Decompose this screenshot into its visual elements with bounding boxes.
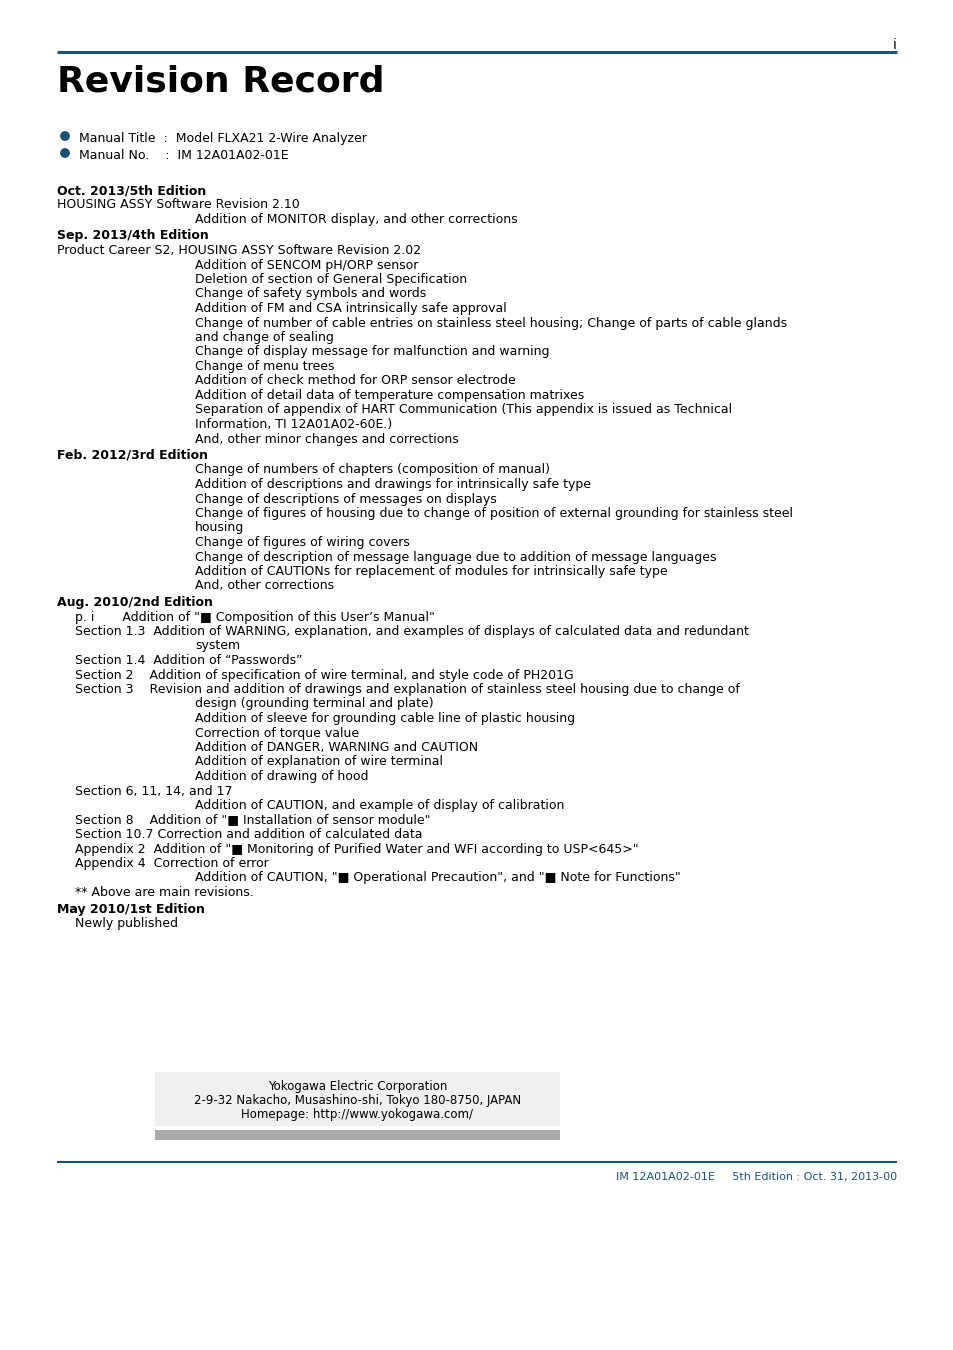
Text: Change of descriptions of messages on displays: Change of descriptions of messages on di… [194,493,497,505]
Text: Change of number of cable entries on stainless steel housing; Change of parts of: Change of number of cable entries on sta… [194,316,786,329]
Text: Separation of appendix of HART Communication (This appendix is issued as Technic: Separation of appendix of HART Communica… [194,404,731,417]
Text: And, other minor changes and corrections: And, other minor changes and corrections [194,432,458,446]
Text: Correction of torque value: Correction of torque value [194,726,358,740]
Text: Appendix 2  Addition of "■ Monitoring of Purified Water and WFI according to USP: Appendix 2 Addition of "■ Monitoring of … [75,842,638,856]
Text: Oct. 2013/5th Edition: Oct. 2013/5th Edition [57,184,206,197]
Text: i: i [892,38,896,53]
Text: Manual No.    :  IM 12A01A02-01E: Manual No. : IM 12A01A02-01E [79,148,289,162]
Text: Addition of CAUTION, "■ Operational Precaution", and "■ Note for Functions": Addition of CAUTION, "■ Operational Prec… [194,872,680,884]
Text: Section 2    Addition of specification of wire terminal, and style code of PH201: Section 2 Addition of specification of w… [75,668,573,682]
Text: Homepage: http://www.yokogawa.com/: Homepage: http://www.yokogawa.com/ [241,1108,473,1120]
Text: Addition of detail data of temperature compensation matrixes: Addition of detail data of temperature c… [194,389,583,402]
Text: p. i       Addition of "■ Composition of this User’s Manual": p. i Addition of "■ Composition of this … [75,610,435,624]
Text: Revision Record: Revision Record [57,65,384,99]
Text: Addition of DANGER, WARNING and CAUTION: Addition of DANGER, WARNING and CAUTION [194,741,477,755]
Text: Addition of FM and CSA intrinsically safe approval: Addition of FM and CSA intrinsically saf… [194,302,506,315]
Text: Addition of CAUTIONs for replacement of modules for intrinsically safe type: Addition of CAUTIONs for replacement of … [194,566,667,578]
Text: 2-9-32 Nakacho, Musashino-shi, Tokyo 180-8750, JAPAN: 2-9-32 Nakacho, Musashino-shi, Tokyo 180… [193,1094,520,1107]
Text: Section 3    Revision and addition of drawings and explanation of stainless stee: Section 3 Revision and addition of drawi… [75,683,740,697]
Text: Change of safety symbols and words: Change of safety symbols and words [194,288,426,301]
Text: Addition of check method for ORP sensor electrode: Addition of check method for ORP sensor … [194,374,516,387]
Text: Change of figures of housing due to change of position of external grounding for: Change of figures of housing due to chan… [194,508,792,520]
Circle shape [61,132,70,140]
Text: Change of menu trees: Change of menu trees [194,360,335,373]
Text: Product Career S2, HOUSING ASSY Software Revision 2.02: Product Career S2, HOUSING ASSY Software… [57,244,420,256]
Text: Addition of SENCOM pH/ORP sensor: Addition of SENCOM pH/ORP sensor [194,258,418,271]
Text: Yokogawa Electric Corporation: Yokogawa Electric Corporation [268,1080,447,1094]
Text: Section 10.7 Correction and addition of calculated data: Section 10.7 Correction and addition of … [75,828,422,841]
Text: Change of display message for malfunction and warning: Change of display message for malfunctio… [194,346,549,359]
Text: Change of figures of wiring covers: Change of figures of wiring covers [194,536,410,549]
Text: Addition of CAUTION, and example of display of calibration: Addition of CAUTION, and example of disp… [194,799,564,811]
Text: Addition of explanation of wire terminal: Addition of explanation of wire terminal [194,756,442,768]
FancyBboxPatch shape [154,1072,559,1126]
Text: Addition of drawing of hood: Addition of drawing of hood [194,769,368,783]
Bar [154,1130,559,1139]
Text: ** Above are main revisions.: ** Above are main revisions. [75,886,253,899]
Text: Aug. 2010/2nd Edition: Aug. 2010/2nd Edition [57,595,213,609]
Text: HOUSING ASSY Software Revision 2.10: HOUSING ASSY Software Revision 2.10 [57,198,299,212]
Text: Deletion of section of General Specification: Deletion of section of General Specifica… [194,273,467,286]
Text: Section 6, 11, 14, and 17: Section 6, 11, 14, and 17 [75,784,233,798]
Text: Information, TI 12A01A02-60E.): Information, TI 12A01A02-60E.) [194,418,392,431]
Text: IM 12A01A02-01E     5th Edition : Oct. 31, 2013-00: IM 12A01A02-01E 5th Edition : Oct. 31, 2… [616,1172,896,1183]
Text: Manual Title  :  Model FLXA21 2-Wire Analyzer: Manual Title : Model FLXA21 2-Wire Analy… [79,132,367,144]
Circle shape [61,148,70,157]
Text: Addition of sleeve for grounding cable line of plastic housing: Addition of sleeve for grounding cable l… [194,711,575,725]
Text: Change of numbers of chapters (composition of manual): Change of numbers of chapters (compositi… [194,463,550,477]
Text: and change of sealing: and change of sealing [194,331,334,344]
Text: Addition of descriptions and drawings for intrinsically safe type: Addition of descriptions and drawings fo… [194,478,590,491]
Text: Appendix 4  Correction of error: Appendix 4 Correction of error [75,857,269,869]
Text: design (grounding terminal and plate): design (grounding terminal and plate) [194,698,434,710]
Text: Section 1.3  Addition of WARNING, explanation, and examples of displays of calcu: Section 1.3 Addition of WARNING, explana… [75,625,748,639]
Text: Addition of MONITOR display, and other corrections: Addition of MONITOR display, and other c… [194,213,517,225]
Text: Section 8    Addition of "■ Installation of sensor module": Section 8 Addition of "■ Installation of… [75,814,430,826]
Text: Change of description of message language due to addition of message languages: Change of description of message languag… [194,551,716,563]
Text: And, other corrections: And, other corrections [194,579,334,593]
Text: Sep. 2013/4th Edition: Sep. 2013/4th Edition [57,230,209,243]
Text: Section 1.4  Addition of “Passwords”: Section 1.4 Addition of “Passwords” [75,653,302,667]
Text: Feb. 2012/3rd Edition: Feb. 2012/3rd Edition [57,450,208,462]
Text: system: system [194,640,240,652]
Text: May 2010/1st Edition: May 2010/1st Edition [57,903,205,915]
Text: Newly published: Newly published [75,917,178,930]
Text: housing: housing [194,521,244,535]
